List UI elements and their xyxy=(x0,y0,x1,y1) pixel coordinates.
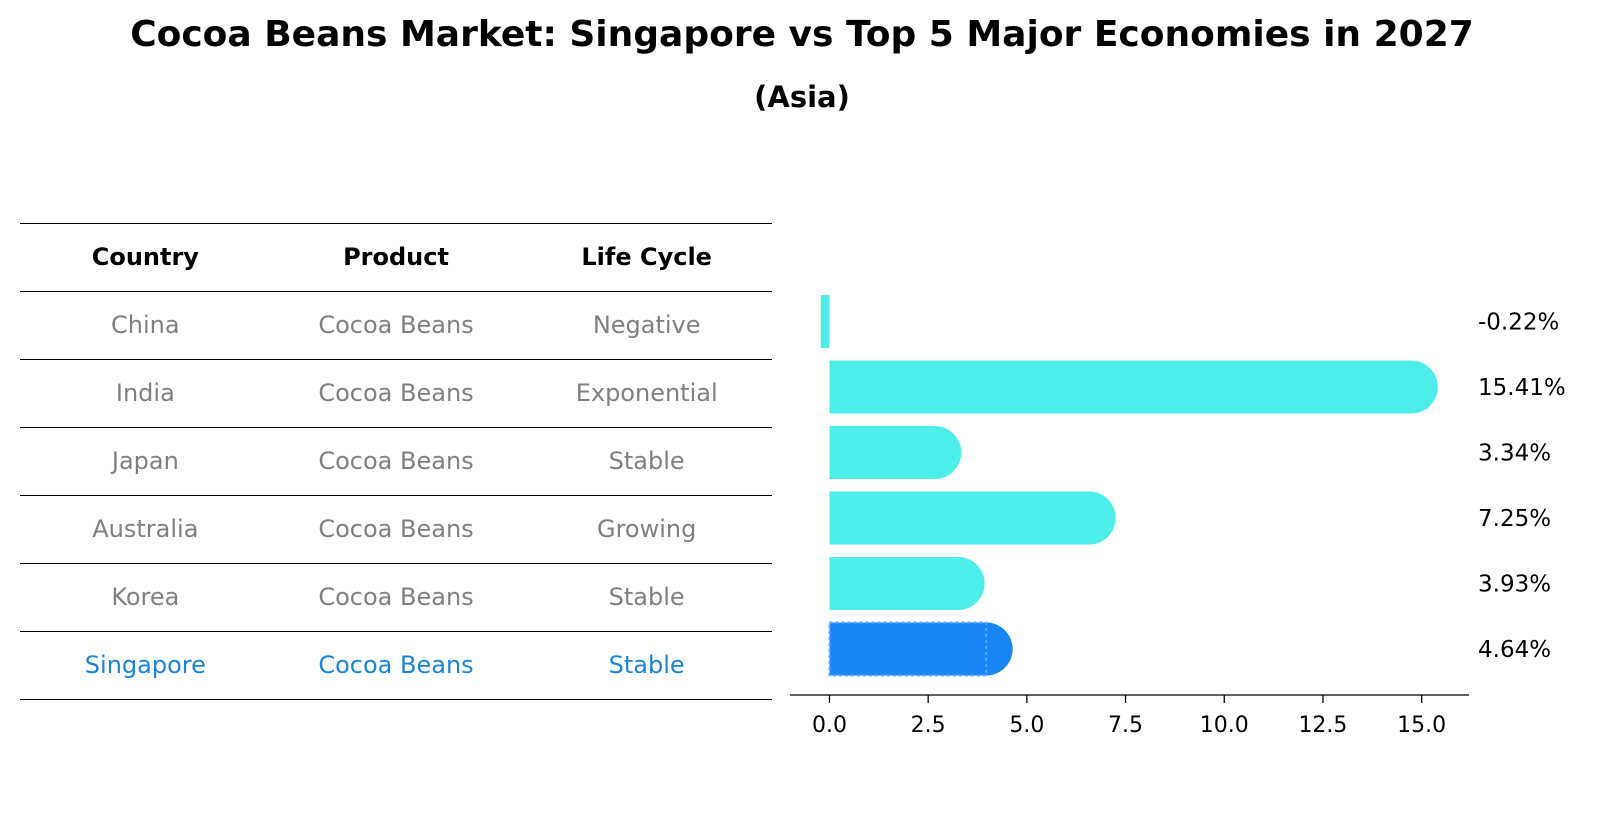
value-label-japan: 3.34% xyxy=(1478,441,1551,467)
life-cycle-cell: Negative xyxy=(592,311,701,339)
bar-korea xyxy=(829,557,985,610)
x-tick-label: 0.0 xyxy=(812,713,847,738)
table-row-highlighted: Singapore Cocoa Beans Stable xyxy=(20,631,772,700)
chart-subtitle: (Asia) xyxy=(754,80,850,114)
country-cell: India xyxy=(115,379,175,407)
table-header-row: Country Product Life Cycle xyxy=(20,223,772,291)
x-tick-label: 10.0 xyxy=(1200,713,1249,738)
column-header-country: Country xyxy=(91,243,199,271)
x-tick-label: 15.0 xyxy=(1397,713,1446,738)
value-label-singapore: 4.64% xyxy=(1478,637,1551,663)
table-row: Japan Cocoa Beans Stable xyxy=(20,427,772,495)
table-row: China Cocoa Beans Negative xyxy=(20,291,772,359)
country-cell: Korea xyxy=(111,583,180,611)
life-cycle-cell: Stable xyxy=(608,447,685,475)
product-cell: Cocoa Beans xyxy=(318,447,474,475)
table-row: India Cocoa Beans Exponential xyxy=(20,359,772,427)
life-cycle-cell: Stable xyxy=(608,651,685,679)
product-cell: Cocoa Beans xyxy=(318,651,474,679)
bar-china xyxy=(820,295,830,348)
life-cycle-cell: Exponential xyxy=(575,379,718,407)
column-header-life-cycle: Life Cycle xyxy=(581,243,712,271)
product-cell: Cocoa Beans xyxy=(318,311,474,339)
country-cell: Japan xyxy=(111,447,179,475)
country-cell: Singapore xyxy=(84,651,206,679)
value-label-korea: 3.93% xyxy=(1478,572,1551,598)
country-cell: Australia xyxy=(92,515,199,543)
x-tick-label: 12.5 xyxy=(1298,713,1347,738)
value-label-australia: 7.25% xyxy=(1478,506,1551,532)
value-label-china: -0.22% xyxy=(1478,310,1559,336)
bar-japan xyxy=(829,426,962,479)
x-tick-label: 5.0 xyxy=(1009,713,1044,738)
product-cell: Cocoa Beans xyxy=(318,583,474,611)
bar-singapore xyxy=(829,622,1013,676)
bar-india xyxy=(829,360,1438,414)
life-cycle-cell: Stable xyxy=(608,583,685,611)
product-cell: Cocoa Beans xyxy=(318,379,474,407)
column-header-product: Product xyxy=(343,243,449,271)
life-cycle-cell: Growing xyxy=(596,515,697,543)
comparison-table: Country Product Life Cycle China Cocoa B… xyxy=(20,223,772,700)
value-label-india: 15.41% xyxy=(1478,375,1566,401)
bar-singapore-outline xyxy=(828,621,988,677)
table-row: Korea Cocoa Beans Stable xyxy=(20,563,772,631)
bar-australia xyxy=(829,491,1116,545)
x-tick-label: 7.5 xyxy=(1108,713,1143,738)
table-row: Australia Cocoa Beans Growing xyxy=(20,495,772,563)
country-cell: China xyxy=(111,311,180,339)
chart-title: Cocoa Beans Market: Singapore vs Top 5 M… xyxy=(130,14,1474,55)
product-cell: Cocoa Beans xyxy=(318,515,474,543)
x-tick-label: 2.5 xyxy=(911,713,946,738)
